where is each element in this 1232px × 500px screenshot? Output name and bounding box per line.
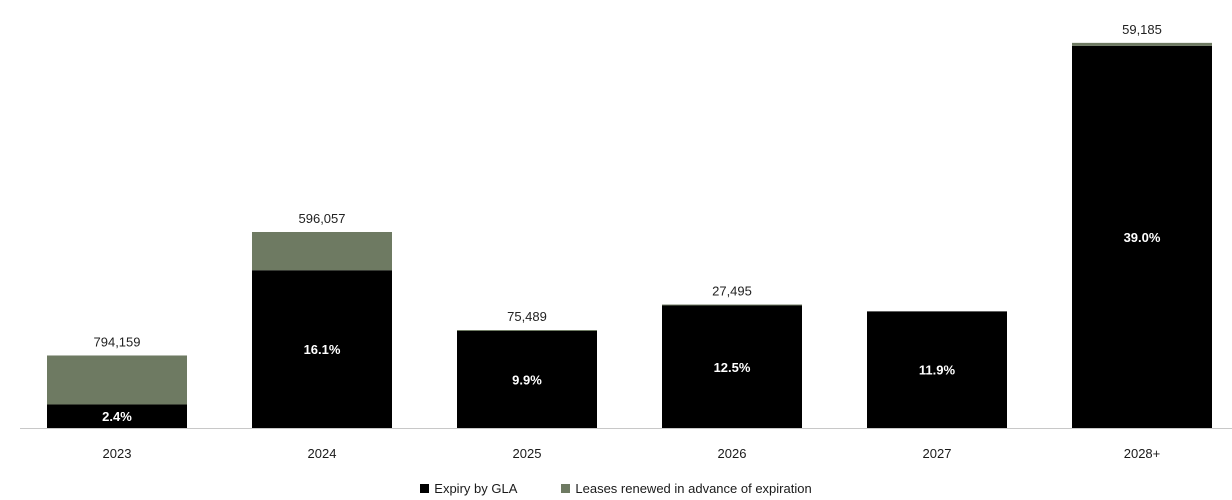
legend-swatch-renewed [561, 484, 571, 493]
legend-item-expiry: Expiry by GLA [420, 481, 517, 496]
bar-renewed-2024 [252, 232, 392, 271]
segment-label-2028+: 39.0% [1124, 230, 1161, 245]
bar-expiry-2028+ [1072, 45, 1212, 429]
segment-label-2023: 2.4% [102, 409, 132, 424]
total-label-2024: 596,057 [299, 211, 346, 226]
total-label-2025: 75,489 [507, 309, 547, 324]
legend-label-expiry: Expiry by GLA [434, 481, 518, 496]
x-tick-label-2023: 2023 [103, 446, 132, 461]
x-tick-label-2026: 2026 [718, 446, 747, 461]
legend-label-renewed: Leases renewed in advance of expiration [575, 481, 812, 496]
bar-renewed-2023 [47, 355, 187, 405]
segment-label-2024: 16.1% [304, 342, 341, 357]
legend-item-renewed: Leases renewed in advance of expiration [561, 481, 812, 496]
x-tick-label-2028+: 2028+ [1124, 446, 1161, 461]
segment-label-2026: 12.5% [714, 360, 751, 375]
bar-expiry-2026 [662, 305, 802, 428]
total-label-2028+: 59,185 [1122, 22, 1162, 37]
x-tick-label-2025: 2025 [513, 446, 542, 461]
bar-expiry-2024 [252, 270, 392, 428]
bar-expiry-2025 [457, 330, 597, 428]
legend: Expiry by GLA Leases renewed in advance … [0, 481, 1232, 496]
bar-renewed-2025 [457, 330, 597, 331]
bar-renewed-2028+ [1072, 42, 1212, 46]
bar-expiry-2027 [867, 311, 1007, 428]
total-label-2026: 27,495 [712, 284, 752, 299]
x-tick-label-2027: 2027 [923, 446, 952, 461]
total-label-2023: 794,159 [94, 334, 141, 349]
x-tick-label-2024: 2024 [308, 446, 337, 461]
chart-plot: 2.4% 794,159 2023 16.1% 596,057 2024 9.9% 75,48… [20, 22, 1232, 461]
bar-renewed-2026 [662, 304, 802, 306]
bar-expiry-2023 [47, 404, 187, 428]
legend-swatch-expiry [420, 484, 430, 493]
segment-label-2025: 9.9% [512, 372, 542, 387]
segment-label-2027: 11.9% [919, 363, 956, 378]
